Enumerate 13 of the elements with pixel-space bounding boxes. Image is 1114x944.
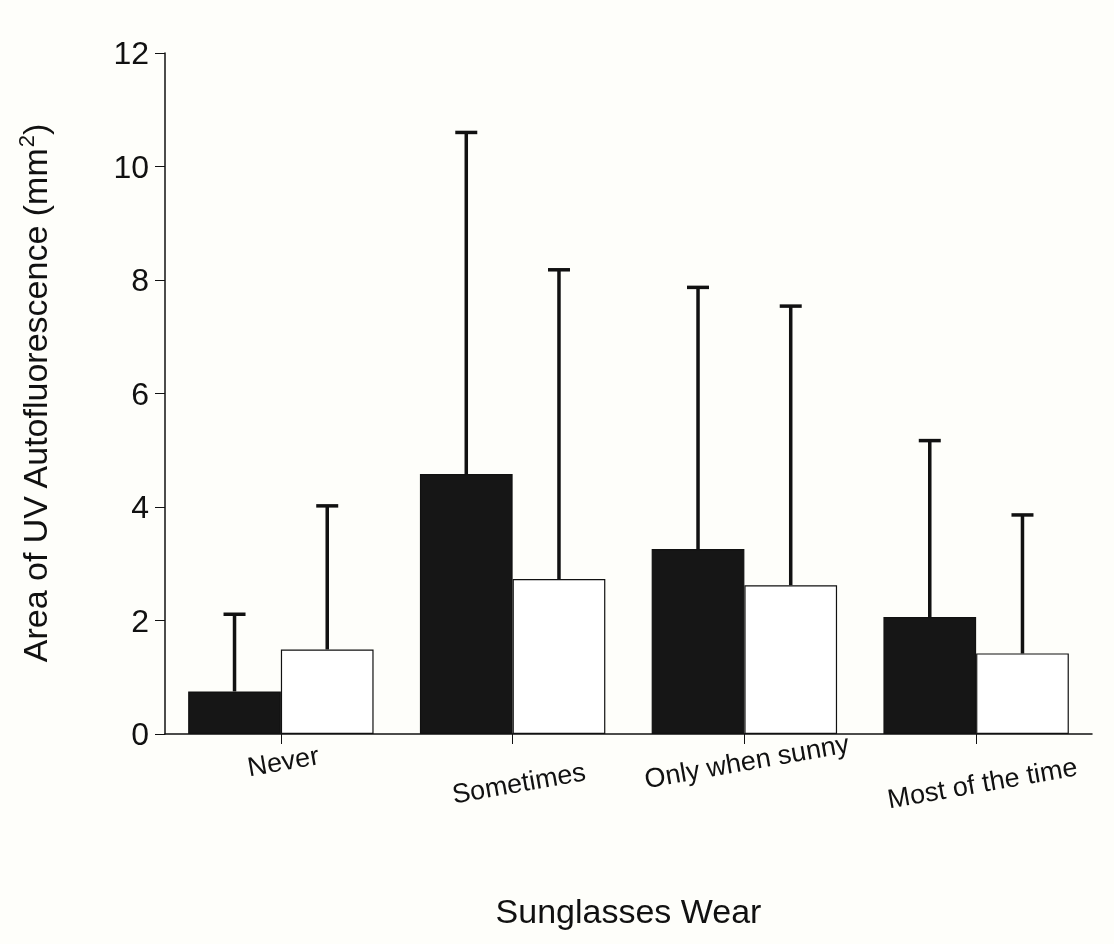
- y-tick-label: 2: [131, 602, 149, 639]
- x-tick-label: Never: [245, 740, 322, 783]
- y-tick-label: 6: [131, 375, 149, 412]
- x-tick-label: Only when sunny: [642, 728, 852, 795]
- y-tick-label: 0: [131, 716, 149, 752]
- x-tick-label: Most of the time: [885, 751, 1080, 815]
- y-tick-label: 4: [131, 489, 149, 525]
- x-tick-label: Sometimes: [449, 756, 588, 810]
- y-tick-label: 8: [131, 262, 149, 298]
- y-axis-title: Area of UV Autofluorescence (mm2): [13, 123, 54, 663]
- x-axis-title: Sunglasses Wear: [495, 892, 762, 930]
- y-tick-label: 12: [113, 35, 149, 71]
- y-tick-label: 10: [113, 148, 149, 185]
